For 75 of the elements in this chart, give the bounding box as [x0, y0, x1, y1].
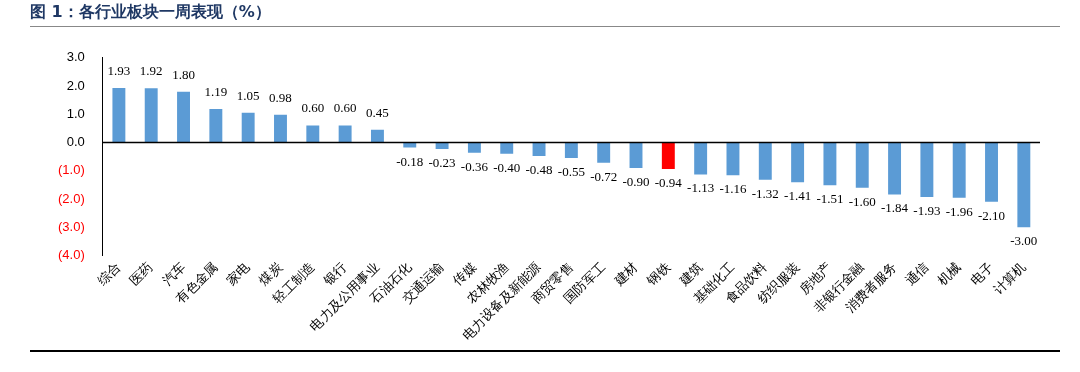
bar: [920, 142, 934, 197]
bar: [500, 142, 514, 154]
data-label: 0.60: [333, 100, 357, 116]
bar: [855, 142, 869, 188]
bar: [532, 142, 546, 157]
bar: [888, 142, 902, 195]
y-tick-label: (4.0): [58, 247, 85, 263]
x-tick-label: 钢铁: [643, 258, 673, 289]
bar: [952, 142, 966, 198]
data-label: 1.19: [204, 83, 228, 99]
bar: [338, 125, 352, 143]
y-tick-label: (3.0): [58, 218, 85, 234]
x-tick-label: 建材: [610, 258, 641, 289]
data-label: 1.80: [172, 66, 195, 82]
bar: [1017, 142, 1031, 228]
data-label: -1.84: [881, 200, 909, 216]
x-tick-label: 家电: [223, 258, 253, 288]
x-tick-label: 通信: [902, 258, 932, 288]
y-tick-label: 3.0: [66, 49, 85, 65]
y-tick-label: 1.0: [66, 105, 85, 121]
bar: [726, 142, 740, 176]
data-label: -0.90: [622, 173, 650, 189]
bar: [661, 142, 675, 170]
data-label: -0.94: [654, 174, 683, 190]
bar: [241, 112, 255, 143]
data-label: -2.10: [977, 207, 1006, 223]
bar: [112, 88, 126, 143]
x-tick-label: 综合: [94, 258, 124, 288]
data-label: -1.41: [784, 188, 812, 204]
data-label: -1.60: [848, 193, 876, 209]
bar: [370, 129, 384, 143]
data-label: -1.16: [719, 181, 747, 197]
data-label: 1.93: [107, 62, 131, 78]
data-label: -0.18: [396, 153, 424, 169]
chart-title: 图 1：各行业板块一周表现（%）: [30, 2, 1060, 27]
y-tick-label: 0.0: [66, 134, 85, 150]
x-tick-label: 计算机: [990, 258, 1029, 298]
bar: [144, 88, 158, 143]
data-label: -0.55: [557, 163, 585, 179]
bar: [177, 91, 190, 143]
data-label: -1.51: [816, 191, 844, 207]
data-label: -1.93: [913, 202, 941, 218]
bar: [403, 142, 417, 148]
y-tick-label: 2.0: [66, 77, 85, 93]
data-label: 0.45: [366, 104, 389, 120]
data-label: 0.98: [269, 89, 292, 105]
bar: [467, 142, 481, 153]
bar: [274, 114, 287, 143]
bar: [209, 108, 223, 143]
x-tick-label: 医药: [126, 258, 156, 288]
data-label: -0.48: [525, 161, 553, 177]
bar: [791, 142, 805, 183]
data-label: -1.32: [751, 185, 779, 201]
data-label: -0.23: [428, 154, 456, 170]
data-label: -1.96: [945, 203, 974, 219]
bar: [597, 142, 611, 163]
bar: [758, 142, 772, 180]
data-label: 1.05: [236, 87, 260, 103]
bar: [564, 142, 578, 159]
data-label: 1.92: [139, 63, 163, 79]
bar: [823, 142, 837, 186]
y-tick-label: (1.0): [58, 162, 85, 178]
data-label: 0.60: [301, 100, 325, 116]
data-label: -1.13: [687, 180, 715, 196]
data-label: -0.40: [493, 159, 521, 175]
x-tick-label: 机械: [934, 258, 964, 288]
bar: [435, 142, 449, 149]
y-tick-label: (2.0): [58, 190, 85, 206]
data-label: -0.36: [460, 158, 489, 174]
bar: [629, 142, 643, 168]
bar: [985, 142, 998, 202]
bar: [694, 142, 708, 175]
bar: [306, 125, 320, 143]
data-label: -0.72: [590, 168, 618, 184]
data-label: -3.00: [1010, 233, 1038, 249]
